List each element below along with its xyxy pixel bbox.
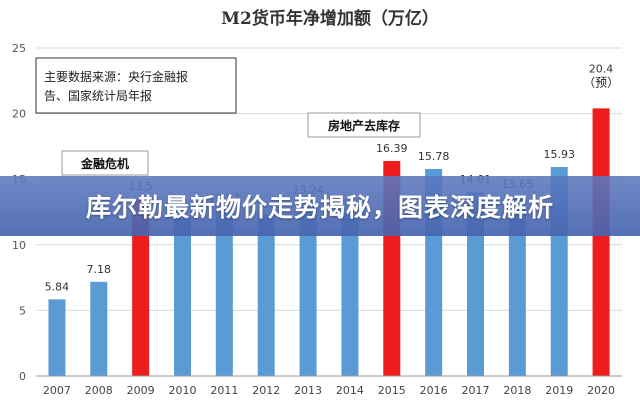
y-tick-label: 5 xyxy=(19,304,26,317)
x-tick-label: 2010 xyxy=(169,384,197,397)
bar xyxy=(299,202,317,376)
x-axis: 2007 2008 2009 2010 2011 2012 2013 2014 2015 2016… xyxy=(36,375,622,397)
bar xyxy=(257,214,275,376)
y-tick-label: 0 xyxy=(19,370,26,383)
x-tick-label: 2012 xyxy=(252,384,280,397)
source-annotation: 主要数据来源：央行金融报 告、国家统计局年报 xyxy=(35,57,237,114)
x-tick-label: 2015 xyxy=(378,384,406,397)
data-label: 7.18 xyxy=(87,263,112,276)
x-tick-label: 2017 xyxy=(462,384,490,397)
source-line-2: 告、国家统计局年报 xyxy=(44,88,152,103)
crisis-label: 金融危机 xyxy=(80,156,129,171)
y-tick-label: 25 xyxy=(12,42,26,55)
crisis-box xyxy=(61,150,149,176)
x-tick-label: 2007 xyxy=(43,384,71,397)
x-tick-label: 2014 xyxy=(336,384,364,397)
source-box xyxy=(35,57,237,114)
x-tick-label: 2018 xyxy=(503,384,531,397)
y-tick-label: 10 xyxy=(12,239,26,252)
housing-label: 房地产去库存 xyxy=(328,118,400,133)
chart-title: M2货币年净增加额（万亿） xyxy=(221,8,439,29)
housing-annotation: 房地产去库存 xyxy=(307,112,421,138)
x-tick-label: 2009 xyxy=(127,384,155,397)
bar xyxy=(508,196,526,376)
bar xyxy=(90,281,108,376)
bar xyxy=(467,192,484,376)
x-tick-label: 2011 xyxy=(210,384,238,397)
source-line-1: 主要数据来源：央行金融报 xyxy=(44,69,188,84)
estimate-label: （预） xyxy=(583,75,619,89)
crisis-annotation: 金融危机 xyxy=(61,150,149,176)
housing-box xyxy=(307,112,421,138)
y-tick-label: 20 xyxy=(12,108,26,121)
data-label: 15.78 xyxy=(418,150,450,163)
bar xyxy=(48,299,66,376)
x-tick-label: 2019 xyxy=(545,384,573,397)
headline-banner: 库尔勒最新物价走势揭秘，图表深度解析 xyxy=(0,176,640,236)
x-tick-label: 2008 xyxy=(85,384,113,397)
x-tick-label: 2020 xyxy=(587,384,615,397)
headline-text: 库尔勒最新物价走势揭秘，图表深度解析 xyxy=(85,193,554,222)
bar xyxy=(174,218,191,376)
bar xyxy=(132,198,150,376)
data-label: 16.39 xyxy=(376,142,408,155)
x-tick-label: 2013 xyxy=(294,384,322,397)
bar xyxy=(215,211,233,376)
bar xyxy=(592,108,610,377)
x-tick-label: 2016 xyxy=(420,384,448,397)
data-label: 20.4 xyxy=(589,62,614,75)
data-label: 15.93 xyxy=(543,148,575,161)
data-label: 5.84 xyxy=(45,280,70,293)
bar xyxy=(341,214,359,376)
